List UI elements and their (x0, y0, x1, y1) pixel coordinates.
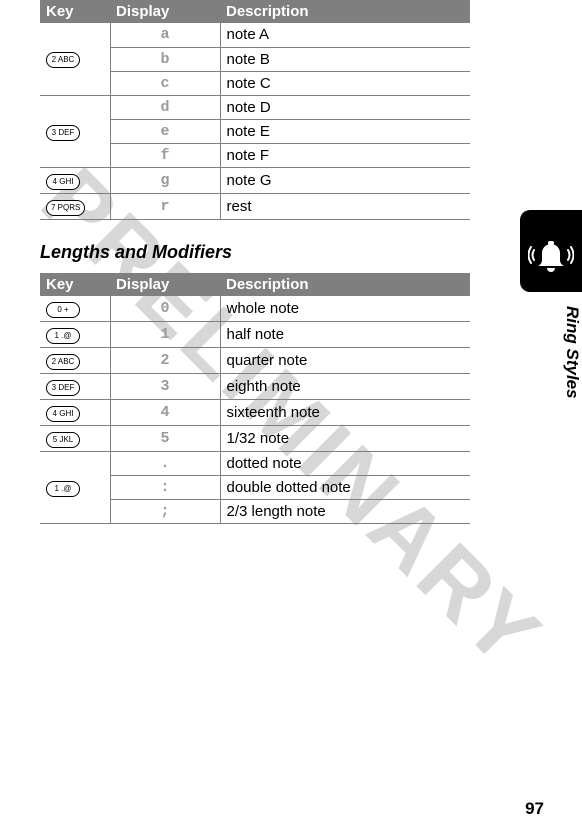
th-display: Display (110, 273, 220, 296)
display-cell: 0 (110, 296, 220, 322)
description-cell: double dotted note (220, 475, 470, 499)
description-cell: note G (220, 167, 470, 193)
phone-key-icon: 2 ABC (46, 354, 80, 370)
phone-key-icon: 3 DEF (46, 380, 80, 396)
description-cell: note F (220, 143, 470, 167)
section-title-lengths: Lengths and Modifiers (40, 242, 512, 263)
display-cell: 1 (110, 321, 220, 347)
phone-key-icon: 3 DEF (46, 125, 80, 141)
phone-key-icon: 4 GHI (46, 406, 80, 422)
key-cell: 0 + (40, 296, 110, 322)
key-cell: 1 .@ (40, 451, 110, 523)
table-row: 2 ABCanote A (40, 23, 470, 47)
th-description: Description (220, 273, 470, 296)
display-cell: c (110, 71, 220, 95)
table-row: 3 DEFdnote D (40, 95, 470, 119)
lengths-table: Key Display Description 0 +0whole note1 … (40, 273, 470, 524)
description-cell: 2/3 length note (220, 499, 470, 523)
phone-key-icon: 1 .@ (46, 328, 80, 344)
phone-key-icon: 5 JKL (46, 432, 80, 448)
bell-icon-box (520, 210, 582, 292)
key-cell: 3 DEF (40, 95, 110, 167)
display-cell: d (110, 95, 220, 119)
table-row: 4 GHI 4sixteenth note (40, 399, 470, 425)
description-cell: whole note (220, 296, 470, 322)
display-cell: b (110, 47, 220, 71)
table-row: 3 DEF 3eighth note (40, 373, 470, 399)
key-cell: 3 DEF (40, 373, 110, 399)
th-display: Display (110, 0, 220, 23)
display-cell: 5 (110, 425, 220, 451)
description-cell: eighth note (220, 373, 470, 399)
table-row: 7 PQRS rrest (40, 193, 470, 219)
description-cell: dotted note (220, 451, 470, 475)
display-cell: a (110, 23, 220, 47)
key-cell: 2 ABC (40, 347, 110, 373)
description-cell: note A (220, 23, 470, 47)
notes-table: Key Display Description 2 ABCanote Abnot… (40, 0, 470, 220)
display-cell: 4 (110, 399, 220, 425)
side-tab: Ring Styles (520, 210, 582, 399)
side-label: Ring Styles (520, 306, 582, 399)
description-cell: note E (220, 119, 470, 143)
table-row: 4 GHI gnote G (40, 167, 470, 193)
th-description: Description (220, 0, 470, 23)
display-cell: 3 (110, 373, 220, 399)
description-cell: quarter note (220, 347, 470, 373)
display-cell: ; (110, 499, 220, 523)
description-cell: note C (220, 71, 470, 95)
table-row: 5 JKL 51/32 note (40, 425, 470, 451)
description-cell: rest (220, 193, 470, 219)
phone-key-icon: 7 PQRS (46, 200, 85, 216)
display-cell: : (110, 475, 220, 499)
phone-key-icon: 4 GHI (46, 174, 80, 190)
description-cell: note D (220, 95, 470, 119)
key-cell: 5 JKL (40, 425, 110, 451)
display-cell: e (110, 119, 220, 143)
th-key: Key (40, 273, 110, 296)
display-cell: 2 (110, 347, 220, 373)
page-number: 97 (525, 799, 544, 819)
page-content: Key Display Description 2 ABCanote Abnot… (0, 0, 582, 524)
key-cell: 4 GHI (40, 399, 110, 425)
table-row: 0 + 0whole note (40, 296, 470, 322)
key-cell: 1 .@ (40, 321, 110, 347)
table-row: 1 .@.dotted note (40, 451, 470, 475)
table-row: 2 ABC 2quarter note (40, 347, 470, 373)
phone-key-icon: 1 .@ (46, 481, 80, 497)
bell-icon (528, 238, 574, 284)
key-cell: 7 PQRS (40, 193, 110, 219)
key-cell: 4 GHI (40, 167, 110, 193)
description-cell: note B (220, 47, 470, 71)
display-cell: f (110, 143, 220, 167)
display-cell: . (110, 451, 220, 475)
table-row: 1 .@ 1half note (40, 321, 470, 347)
phone-key-icon: 0 + (46, 302, 80, 318)
display-cell: g (110, 167, 220, 193)
th-key: Key (40, 0, 110, 23)
description-cell: 1/32 note (220, 425, 470, 451)
display-cell: r (110, 193, 220, 219)
key-cell: 2 ABC (40, 23, 110, 95)
phone-key-icon: 2 ABC (46, 52, 80, 68)
description-cell: sixteenth note (220, 399, 470, 425)
description-cell: half note (220, 321, 470, 347)
